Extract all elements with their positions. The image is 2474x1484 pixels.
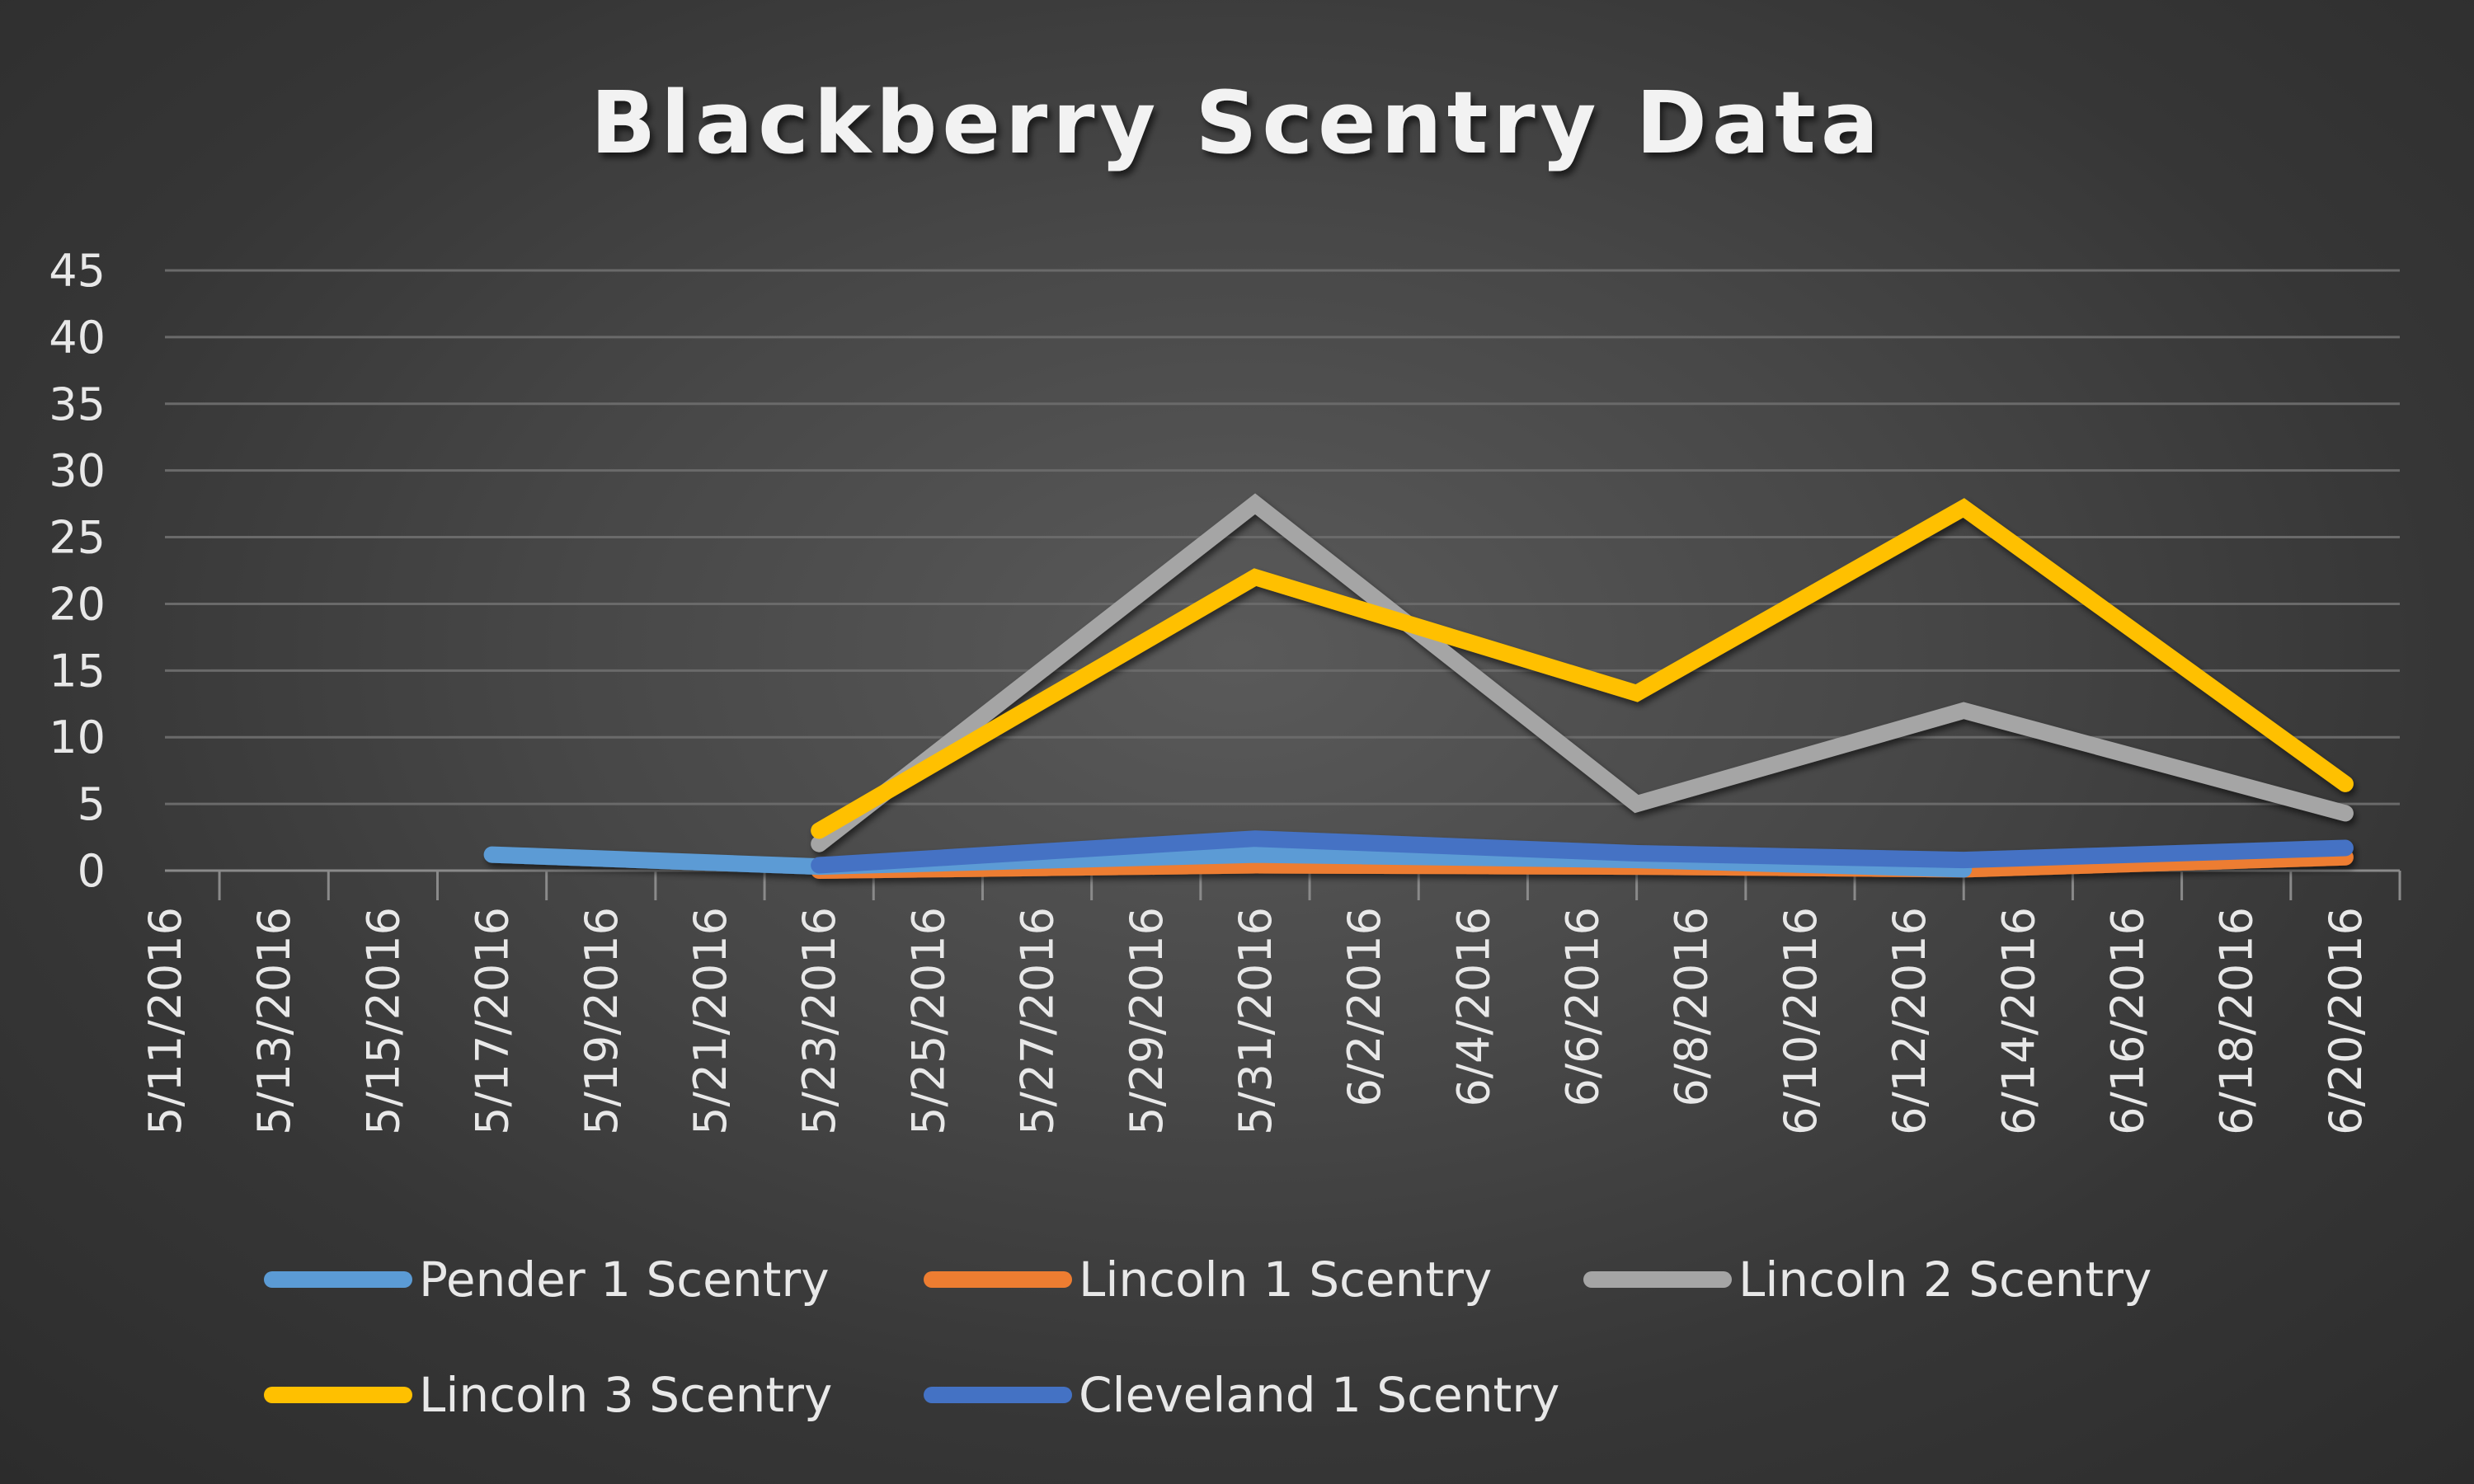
gridlines: [165, 269, 2400, 805]
x-tick-label: 5/17/2016: [467, 907, 519, 1135]
series-line-lincoln-2-scentry: [811, 493, 2354, 852]
y-tick-label: 0: [78, 845, 106, 897]
y-tick-label: 40: [49, 312, 106, 364]
x-axis: 5/11/2016 5/13/2016 5/15/2016 5/17/2016 5/19…: [139, 869, 2401, 1135]
legend-label: Pender 1 Scentry: [419, 1252, 830, 1308]
y-tick-label: 5: [78, 778, 106, 830]
x-tick-label: 6/20/2016: [2320, 907, 2372, 1135]
legend-label: Cleveland 1 Scentry: [1079, 1367, 1559, 1423]
chart-title: Blackberry Scentry Data: [590, 73, 1884, 173]
x-tick-label: 6/16/2016: [2102, 907, 2154, 1135]
x-tick-label: 5/21/2016: [684, 907, 736, 1135]
legend-label: Lincoln 3 Scentry: [419, 1367, 832, 1423]
x-tick-label: 5/23/2016: [793, 907, 845, 1135]
x-tick-label: 6/6/2016: [1557, 907, 1609, 1107]
x-tick-label: 5/13/2016: [248, 907, 300, 1135]
y-tick-label: 45: [49, 245, 106, 297]
x-tick-label: 6/10/2016: [1775, 907, 1827, 1135]
x-tick-label: 6/8/2016: [1666, 907, 1718, 1107]
x-tick-label: 5/29/2016: [1121, 907, 1173, 1135]
y-tick-label: 20: [49, 578, 106, 630]
x-tick-label: 5/19/2016: [576, 907, 628, 1135]
x-tick-label: 5/25/2016: [902, 907, 954, 1135]
x-tick-label: 5/11/2016: [139, 907, 191, 1135]
y-tick-label: 35: [49, 378, 106, 430]
legend: Pender 1 Scentry Lincoln 1 Scentry Lincoln…: [264, 1252, 2152, 1423]
series-line-lincoln-3-scentry: [811, 498, 2354, 839]
x-tick-label: 6/2/2016: [1338, 907, 1390, 1107]
x-tick-label: 5/27/2016: [1012, 907, 1064, 1135]
series-lines: [483, 493, 2354, 879]
x-tick-label: 5/31/2016: [1230, 907, 1282, 1135]
x-tick-label: 6/14/2016: [1992, 907, 2044, 1135]
x-tick-label: 5/15/2016: [357, 907, 409, 1135]
x-tick-label: 6/18/2016: [2211, 907, 2263, 1135]
y-tick-label: 10: [49, 711, 106, 763]
y-tick-label: 15: [49, 645, 106, 697]
legend-label: Lincoln 2 Scentry: [1738, 1252, 2152, 1308]
y-tick-label: 25: [49, 512, 106, 564]
x-tick-label: 6/4/2016: [1447, 907, 1499, 1107]
y-axis-ticks: 0 5 10 15 20 25 30 35 40 45: [49, 245, 106, 897]
y-tick-label: 30: [49, 445, 106, 497]
series-line-cleveland-1-scentry: [811, 830, 2354, 874]
legend-label: Lincoln 1 Scentry: [1079, 1252, 1492, 1308]
x-tick-label: 6/12/2016: [1884, 907, 1935, 1135]
